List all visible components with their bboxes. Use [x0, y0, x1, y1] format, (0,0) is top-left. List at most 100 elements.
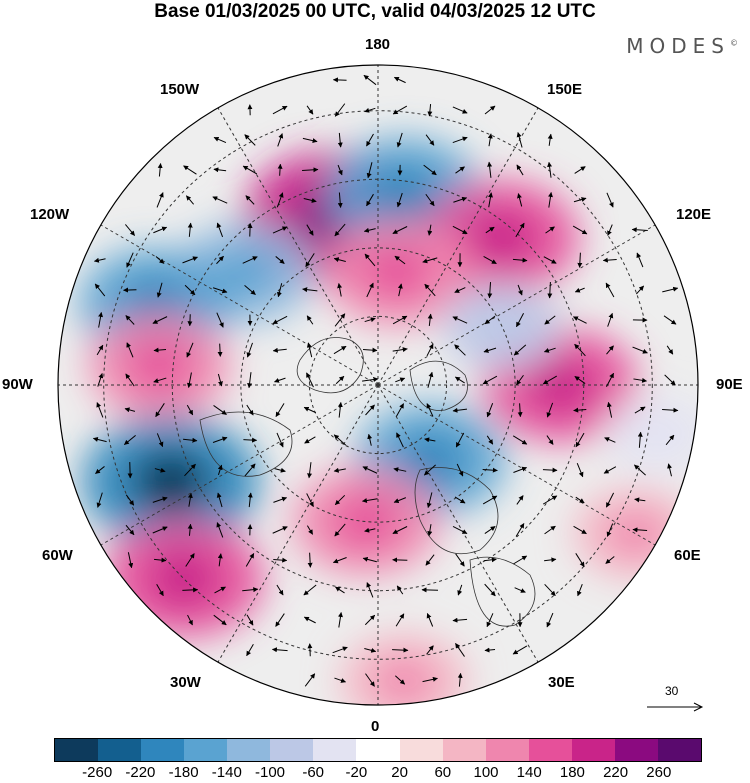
colorbar-swatch-10 — [485, 739, 529, 761]
wind-vector-41 — [212, 196, 228, 204]
wind-vector-112 — [98, 311, 104, 328]
wind-vector-203 — [424, 437, 436, 443]
wind-vector-159 — [306, 372, 314, 388]
wind-vector-138 — [272, 347, 287, 353]
wind-vector-95 — [184, 284, 196, 296]
wind-vector-111 — [662, 286, 679, 293]
lon-label-150e: 150E — [547, 81, 583, 98]
wind-vector-175 — [186, 404, 194, 416]
wind-vector-21 — [487, 133, 493, 147]
wind-vector-106 — [517, 284, 523, 296]
wind-vector-235 — [187, 492, 193, 507]
colorbar-swatch-7 — [356, 739, 400, 761]
wind-vector-110 — [635, 285, 645, 295]
wind-vector-46 — [366, 193, 374, 207]
wind-vector-11 — [484, 105, 496, 115]
wind-vector-78 — [242, 256, 258, 264]
wind-vector-25 — [183, 165, 197, 175]
wind-vector-285 — [605, 556, 615, 564]
wind-vector-123 — [427, 313, 433, 326]
wind-vector-173 — [124, 407, 136, 413]
anomaly-core-3 — [365, 246, 430, 299]
wind-vector-141 — [362, 347, 378, 353]
wind-vector-319 — [392, 647, 409, 653]
wind-vector-49 — [453, 196, 468, 203]
wind-vector-327 — [394, 675, 406, 685]
wind-vector-52 — [548, 191, 553, 208]
wind-vector-230 — [634, 464, 646, 476]
wind-vector-299 — [544, 583, 556, 597]
wind-vector-318 — [364, 647, 377, 653]
wind-vector-177 — [246, 404, 254, 416]
wind-vector-256 — [272, 526, 288, 534]
lon-label-0: 0 — [371, 718, 380, 735]
wind-vector-113 — [125, 315, 135, 325]
wind-vector-158 — [274, 377, 286, 383]
wind-vector-320 — [426, 645, 434, 655]
wind-vector-2 — [393, 76, 406, 84]
wind-vector-262 — [452, 526, 468, 534]
wind-vector-57 — [187, 222, 193, 237]
wind-vector-53 — [573, 197, 587, 203]
colorbar-label-9: 100 — [473, 764, 499, 781]
wind-vector-179 — [303, 406, 317, 414]
colorbar-swatch-3 — [184, 739, 228, 761]
wind-vector-308 — [395, 613, 405, 627]
wind-vector-105 — [487, 282, 493, 299]
anomaly-core-2 — [467, 210, 536, 266]
wind-vector-10 — [452, 106, 468, 114]
wind-vector-276 — [332, 557, 347, 564]
wind-vector-127 — [544, 315, 556, 325]
wind-vector-305 — [303, 616, 316, 624]
wind-vector-90 — [602, 257, 617, 263]
wind-vector-290 — [276, 584, 284, 596]
colorbar-swatch-9 — [442, 739, 486, 761]
wind-vector-191 — [662, 407, 679, 413]
wind-vector-5 — [306, 105, 314, 115]
wind-vector-304 — [275, 613, 285, 627]
wind-vector-303 — [246, 614, 254, 626]
wind-vector-126 — [515, 313, 525, 328]
wind-vector-149 — [606, 345, 614, 355]
wind-vector-47 — [396, 192, 403, 208]
wind-vector-99 — [302, 287, 318, 293]
wind-vector-199 — [304, 436, 316, 444]
wind-vector-15 — [302, 137, 318, 144]
wind-vector-294 — [396, 585, 404, 595]
wind-vector-107 — [547, 281, 553, 299]
wind-vector-220 — [333, 467, 346, 473]
wind-vector-119 — [306, 315, 314, 325]
wind-vector-246 — [516, 495, 524, 505]
wind-vector-152 — [97, 372, 104, 387]
wind-vector-136 — [217, 343, 223, 357]
wind-vector-56 — [153, 226, 168, 234]
wind-vector-321 — [455, 642, 465, 657]
wind-vector-69 — [545, 226, 555, 234]
wind-vector-96 — [212, 287, 228, 294]
wind-vector-9 — [427, 104, 433, 117]
wind-vector-124 — [452, 316, 468, 324]
wind-vector-243 — [426, 492, 433, 509]
wind-vector-12 — [213, 136, 227, 144]
wind-vector-266 — [573, 525, 587, 535]
wind-vector-145 — [483, 347, 497, 353]
wind-vector-131 — [663, 315, 677, 325]
wind-vector-24 — [157, 163, 163, 177]
meridian-210 — [217, 107, 379, 386]
colorbar-label-13: 260 — [646, 764, 672, 781]
colorbar-swatch-5 — [270, 739, 314, 761]
meridian-330 — [217, 384, 379, 663]
wind-vector-239 — [306, 493, 314, 508]
wind-vector-302 — [213, 614, 227, 626]
wind-vector-221 — [362, 466, 378, 474]
wind-vector-219 — [307, 462, 313, 479]
wind-vector-245 — [482, 495, 498, 505]
wind-vector-180 — [337, 401, 343, 418]
wind-vector-301 — [187, 614, 193, 626]
wind-vector-224 — [456, 463, 464, 477]
wind-vector-43 — [276, 192, 284, 208]
wind-vector-291 — [303, 584, 317, 596]
wind-vector-329 — [457, 672, 463, 687]
wind-vector-253 — [187, 523, 193, 536]
wind-vector-147 — [543, 347, 556, 353]
